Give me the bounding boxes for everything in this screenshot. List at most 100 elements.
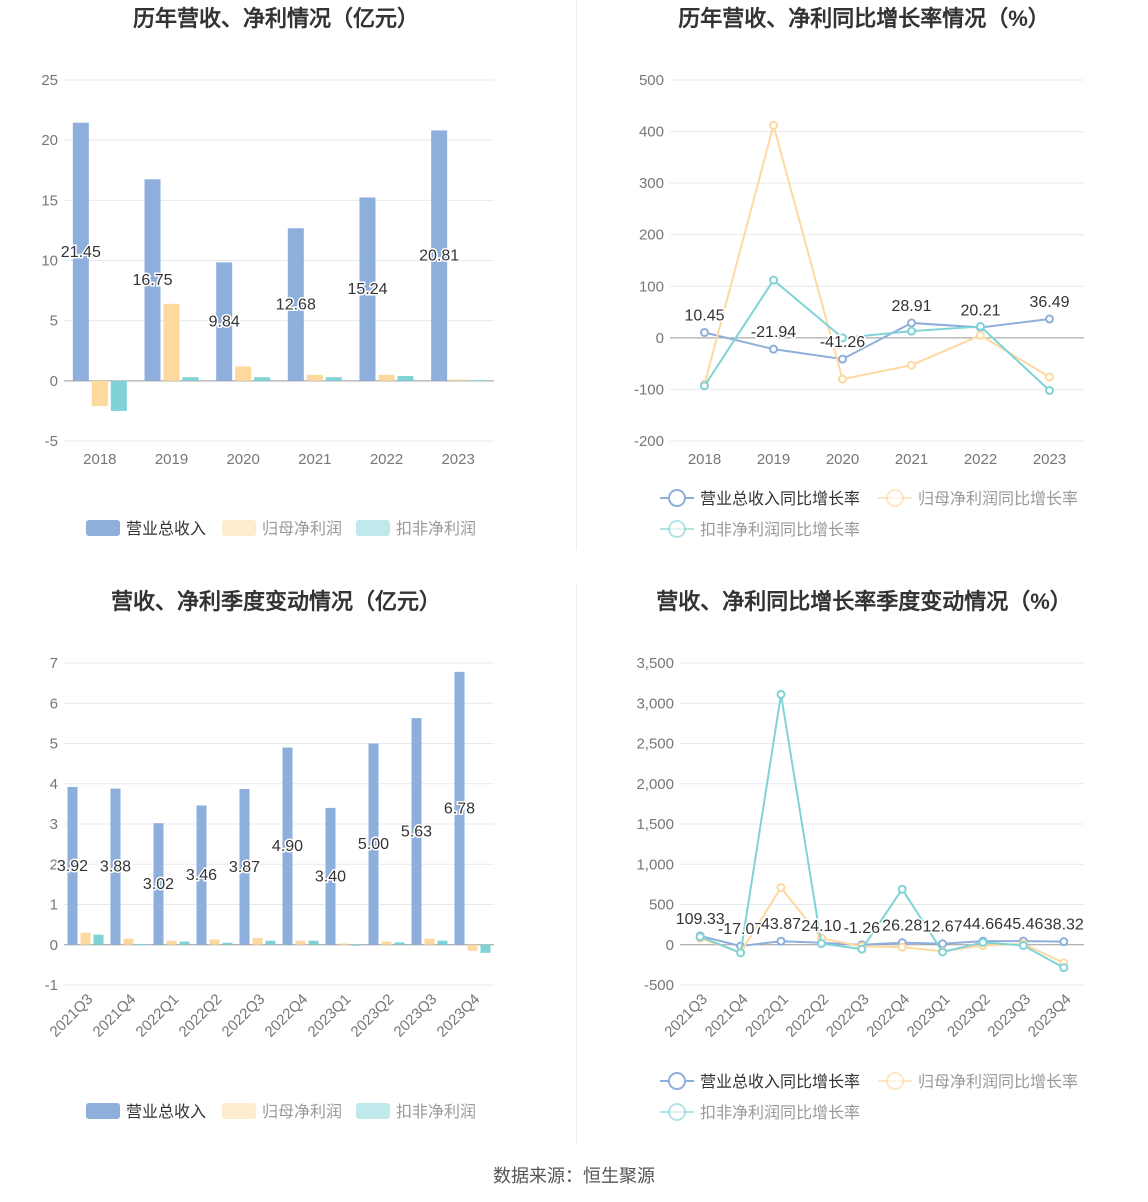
series-line-parent_profit — [703, 121, 1051, 385]
data-label: -17.07 — [718, 921, 763, 938]
data-label: 3.46 — [186, 867, 217, 884]
y-tick-label: 3,000 — [636, 695, 674, 712]
chart-title: 营收、净利同比增长率季度变动情况（%） — [656, 589, 1072, 614]
y-tick-label: 400 — [639, 124, 664, 141]
legend-label: 营业总收入 — [126, 1103, 206, 1121]
x-tick-label: 2022Q2 — [782, 991, 832, 1041]
bar-revenue — [368, 743, 379, 945]
bar-revenue — [144, 179, 161, 381]
data-label: 9.84 — [209, 314, 240, 331]
legend-label: 归母净利润同比增长率 — [918, 1073, 1078, 1091]
x-tick-label: 2022Q4 — [262, 991, 312, 1041]
bar-deducted_profit — [136, 943, 147, 945]
data-label: 12.68 — [276, 297, 316, 314]
data-label: 6.78 — [444, 800, 475, 817]
x-tick-label: 2022Q1 — [133, 991, 183, 1041]
x-tick-label: 2023Q1 — [904, 991, 954, 1041]
bar-parent_profit — [381, 941, 392, 945]
chart-svg-quarterly-line: 营收、净利同比增长率季度变动情况（%） -500 0 500 1,000 1,500 2,0… — [636, 589, 1085, 1122]
data-label: 21.45 — [61, 244, 101, 261]
bar-revenue — [216, 262, 233, 381]
point-deducted_profit — [1018, 941, 1028, 951]
point-revenue — [1045, 314, 1054, 324]
legend-swatch — [86, 1103, 120, 1119]
bar-parent_profit — [91, 380, 108, 407]
series-line-revenue — [699, 934, 1064, 948]
legend-label: 扣非净利润 — [396, 1103, 476, 1121]
data-label: 10.45 — [684, 307, 724, 324]
y-tick-label: 6 — [50, 695, 58, 712]
point-deducted_profit — [695, 932, 705, 942]
bar-revenue — [359, 197, 376, 381]
legend-swatch — [222, 520, 256, 536]
data-label: -21.94 — [751, 324, 796, 341]
vertical-divider-bottom — [576, 583, 577, 1143]
data-label: -41.26 — [820, 334, 865, 351]
chart-quarterly-revenue-profit: 营收、净利季度变动情况（亿元） -1 0 1 2 3 4 5 6 7 2021Q3 2021Q4 202… — [0, 583, 560, 1153]
point-parent_profit — [776, 883, 786, 893]
bar-revenue — [72, 122, 89, 381]
bar-revenue — [239, 788, 250, 945]
y-tick-label: 10 — [41, 253, 58, 270]
bar-deducted_profit — [351, 944, 362, 946]
chart-annual-growth-rate: 历年营收、净利同比增长率情况（%） -200 -100 0 100 200 300 400 50… — [588, 0, 1148, 570]
bar-deducted_profit — [325, 377, 342, 381]
point-deducted_profit — [1045, 385, 1054, 395]
bar-parent_profit — [80, 932, 91, 945]
chart-title: 历年营收、净利同比增长率情况（%） — [678, 6, 1050, 31]
chart-svg-quarterly-bar: 营收、净利季度变动情况（亿元）-1012345672021Q32021Q4202… — [45, 589, 494, 1121]
data-label: 43.87 — [761, 916, 801, 933]
bar-deducted_profit — [397, 376, 414, 381]
data-label: 45.46 — [1003, 916, 1043, 933]
bar-deducted_profit — [469, 380, 486, 382]
data-label: -1.26 — [844, 920, 881, 937]
bar-revenue — [325, 807, 336, 945]
legend-label: 营业总收入同比增长率 — [700, 1073, 860, 1091]
x-tick-label: 2020 — [826, 451, 859, 468]
point-revenue — [838, 354, 847, 364]
chart-title: 历年营收、净利情况（亿元） — [133, 6, 419, 31]
chart-title: 营收、净利季度变动情况（亿元） — [111, 589, 441, 614]
point-parent_profit — [907, 360, 916, 370]
data-label: 36.49 — [1029, 294, 1069, 311]
point-deducted_profit — [978, 937, 988, 947]
y-tick-label: 7 — [50, 655, 58, 672]
point-deducted_profit — [938, 947, 948, 957]
bar-revenue — [454, 671, 465, 945]
point-deducted_profit — [838, 333, 847, 343]
x-tick-label: 2019 — [757, 451, 790, 468]
data-source-note: 数据来源：恒生聚源 — [493, 1166, 655, 1186]
bar-parent_profit — [166, 940, 177, 945]
point-deducted_profit — [816, 939, 826, 949]
bar-parent_profit — [123, 938, 134, 945]
bar-deducted_profit — [265, 940, 276, 945]
bar-parent_profit — [450, 379, 467, 381]
y-tick-label: 25 — [41, 72, 58, 89]
bar-parent_profit — [306, 374, 323, 381]
y-tick-label: 3,500 — [636, 655, 674, 672]
bar-parent_profit — [338, 943, 349, 945]
data-label: 38.32 — [1044, 917, 1084, 934]
bar-deducted_profit — [308, 940, 319, 945]
bar-deducted_profit — [437, 940, 448, 945]
x-tick-label: 2022Q3 — [823, 991, 873, 1041]
x-tick-label: 2023Q2 — [944, 991, 994, 1041]
legend-label: 扣非净利润 — [396, 520, 476, 538]
x-tick-label: 2022Q3 — [219, 991, 269, 1041]
data-label: 109.33 — [676, 911, 725, 928]
x-tick-label: 2019 — [155, 451, 188, 468]
y-tick-label: -200 — [634, 433, 664, 450]
y-tick-label: 3 — [50, 816, 58, 833]
legend-swatch-marker — [668, 520, 686, 538]
y-tick-label: 15 — [41, 192, 58, 209]
y-tick-label: -100 — [634, 381, 664, 398]
series-line-revenue — [704, 318, 1050, 361]
x-tick-label: 2018 — [83, 451, 116, 468]
legend-swatch — [356, 1103, 390, 1119]
y-tick-label: 2,000 — [636, 776, 674, 793]
legend-swatch-marker — [668, 1072, 686, 1090]
bar-deducted_profit — [182, 377, 199, 381]
y-tick-label: 5 — [50, 313, 58, 330]
bar-deducted_profit — [480, 944, 491, 953]
x-tick-label: 2023 — [1033, 451, 1066, 468]
